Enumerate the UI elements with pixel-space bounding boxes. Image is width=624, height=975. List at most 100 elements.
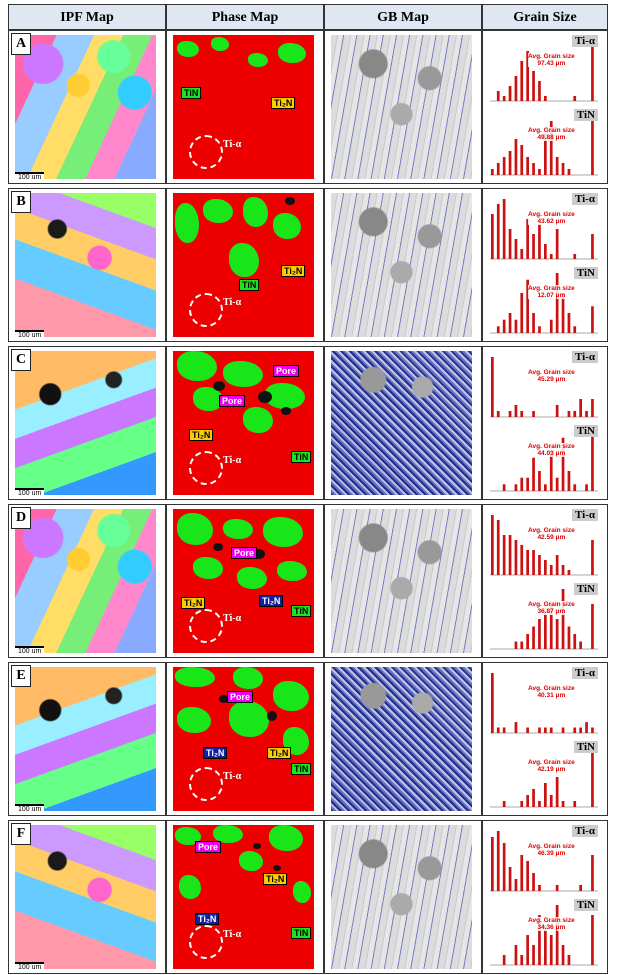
gb-map-image — [331, 667, 472, 811]
histogram-ti-alpha: Ti-α Avg. Grain size 46.39 μm — [488, 825, 600, 893]
avg-grain-label: Avg. Grain size — [528, 211, 575, 218]
ipf-map-cell: F 100 um — [8, 820, 166, 974]
histogram-title: TiN — [573, 899, 598, 911]
avg-grain-value: 46.39 μm — [537, 850, 566, 857]
histogram-plot — [490, 673, 598, 734]
histogram-bar — [555, 229, 559, 259]
ipf-map-image — [15, 667, 156, 811]
histogram-bar — [514, 641, 518, 649]
histogram-bar — [573, 96, 577, 101]
figure-row-f: F 100 um Pore Ti₂N Ti₂N TiN Ti-α Ti-α Avg. Grain… — [8, 820, 608, 974]
avg-grain-size: Avg. Grain size 34.36 μm — [528, 917, 575, 931]
tin-grain — [177, 707, 211, 733]
histogram-bar — [514, 879, 518, 891]
histogram-bar — [520, 477, 524, 491]
histogram-bar — [549, 795, 553, 807]
histogram-title: Ti-α — [572, 509, 598, 521]
ti-alpha-label: Ti-α — [223, 297, 242, 308]
tin-grain — [223, 519, 253, 539]
histogram-bar — [514, 139, 518, 175]
histogram-bar — [544, 133, 547, 175]
tin-grain — [179, 875, 201, 899]
phase-label-ti2n: Ti₂N — [259, 595, 284, 607]
phase-map-image: Pore Ti₂N Ti₂N TiN Ti-α — [173, 825, 314, 969]
histogram-tin: TiN Avg. Grain size 44.03 μm — [488, 425, 600, 493]
histogram-bar — [526, 279, 529, 333]
histogram-bar — [591, 431, 594, 491]
avg-grain-size: Avg. Grain size 45.29 μm — [528, 369, 575, 383]
phase-map-image: Ti₂N TiN Ti-α — [173, 193, 314, 337]
avg-grain-label: Avg. Grain size — [528, 759, 575, 766]
phase-map-cell: Pore Ti₂N Ti₂N TiN Ti-α — [166, 662, 324, 816]
histogram-bar — [520, 955, 524, 965]
gb-map-image — [331, 351, 472, 495]
histogram-bar — [591, 727, 594, 733]
histogram-ti-alpha: Ti-α Avg. Grain size 43.62 μm — [488, 193, 600, 261]
histogram-bar — [508, 86, 512, 101]
phase-label-tin: TiN — [239, 279, 260, 291]
histogram-bar — [496, 91, 500, 101]
tin-grain — [177, 41, 199, 57]
histogram-bar — [532, 163, 535, 175]
tin-grain — [211, 37, 229, 51]
phase-map-cell: Pore Ti₂N Ti₂N TiN Ti-α — [166, 504, 324, 658]
histogram-title: TiN — [573, 583, 598, 595]
gb-map-cell — [324, 504, 482, 658]
tin-grain — [229, 243, 259, 277]
histogram-bar — [561, 945, 565, 965]
histogram-bar — [555, 273, 559, 333]
histogram-bar — [496, 163, 500, 175]
histogram-bar — [538, 801, 541, 807]
histogram-bar — [508, 411, 512, 417]
histogram-bar — [514, 405, 518, 417]
avg-grain-label: Avg. Grain size — [528, 285, 575, 292]
histogram-bar — [526, 935, 529, 965]
histogram-bar — [555, 157, 559, 175]
histogram-bar — [514, 319, 518, 333]
histogram-bar — [496, 520, 500, 575]
histogram-bar — [591, 115, 594, 175]
gb-map-image — [331, 509, 472, 653]
histogram-bar — [532, 945, 535, 965]
tin-grain — [175, 667, 215, 687]
histogram-bar — [520, 801, 524, 807]
histogram-bar — [573, 254, 577, 259]
avg-grain-value: 43.62 μm — [537, 218, 566, 225]
ipf-map-image — [15, 509, 156, 653]
avg-grain-size: Avg. Grain size 46.39 μm — [528, 843, 575, 857]
histogram-ti-alpha: Ti-α Avg. Grain size 45.29 μm — [488, 351, 600, 419]
histogram-bar — [514, 722, 518, 733]
histogram-bar — [502, 843, 506, 891]
phase-label-ti2n: Ti₂N — [263, 873, 288, 885]
ti-alpha-label: Ti-α — [223, 929, 242, 940]
avg-grain-size: Avg. Grain size 36.87 μm — [528, 601, 575, 615]
scale-bar: 100 um — [15, 646, 45, 655]
ipf-map-image — [15, 193, 156, 337]
histogram-title: TiN — [573, 425, 598, 437]
histogram-bar — [538, 555, 541, 575]
phase-label-pore: Pore — [227, 691, 254, 703]
histogram-bar — [491, 357, 494, 417]
tin-grain — [175, 827, 201, 845]
histogram-bar — [538, 224, 541, 259]
grain-size-cell: Ti-α Avg. Grain size 40.31 μm TiN Avg. Grain… — [482, 662, 608, 816]
pore-region — [267, 711, 277, 721]
histogram-bar — [514, 540, 518, 575]
histogram-bar — [526, 477, 529, 491]
histogram-bar — [544, 727, 547, 733]
histogram-bar — [502, 96, 506, 101]
tin-grain — [177, 351, 217, 381]
gb-map-cell — [324, 820, 482, 974]
histogram-bar — [502, 727, 506, 733]
histogram-bar — [567, 313, 571, 333]
scale-bar: 100 um — [15, 962, 45, 971]
histogram-bar — [591, 747, 594, 807]
grain-size-cell: Ti-α Avg. Grain size 42.59 μm TiN Avg. Grain… — [482, 504, 608, 658]
histogram-bar — [585, 722, 588, 733]
histogram-bar — [549, 565, 553, 575]
avg-grain-size: Avg. Grain size 42.19 μm — [528, 759, 575, 773]
ti-alpha-label: Ti-α — [223, 771, 242, 782]
histogram-plot — [490, 199, 598, 260]
histogram-bar — [538, 885, 541, 891]
phase-map-cell: Pore Ti₂N Ti₂N TiN Ti-α — [166, 820, 324, 974]
